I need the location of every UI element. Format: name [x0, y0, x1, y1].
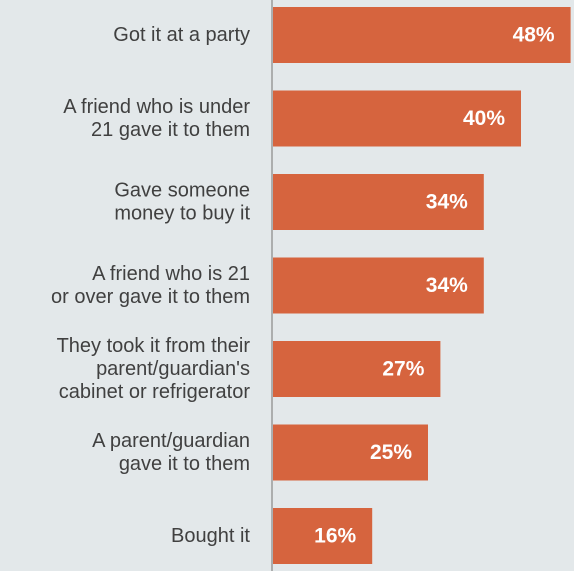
bar-gave-someone-money-to-buy-it — [273, 174, 484, 230]
bar-a-friend-who-is-under-21-gave-it-to-them — [273, 90, 521, 147]
category-label-gave-someone-money-to-buy-it: Gave someone money to buy it — [114, 180, 250, 225]
value-labels-group: 48% 40% 34% 34% 27% 25% 16% — [314, 24, 555, 548]
bar-a-parent-guardian-gave-it-to-them — [273, 424, 428, 481]
value-label-a-parent-guardian-gave-it-to-them: 25% — [370, 441, 412, 464]
category-label-line: cabinet or refrigerator — [59, 381, 251, 403]
category-label-line: money to buy it — [114, 203, 250, 225]
category-label-line: 21 gave it to them — [91, 119, 250, 141]
category-label-a-parent-guardian-gave-it-to-them: A parent/guardian gave it to them — [92, 430, 250, 475]
category-label-they-took-it-from-their-parent-guardian-s-cabinet-or-refrigerator: They took it from their parent/guardian's… — [57, 335, 251, 403]
category-label-a-friend-who-is-under-21-gave-it-to-them: A friend who is under 21 gave it to them — [63, 96, 250, 141]
category-label-line: or over gave it to them — [51, 286, 250, 308]
bar-a-friend-who-is-21-or-over-gave-it-to-them — [273, 257, 484, 314]
bars-group — [273, 7, 571, 564]
category-label-a-friend-who-is-21-or-over-gave-it-to-them: A friend who is 21 or over gave it to the… — [51, 263, 250, 308]
bar-bought-it — [273, 508, 373, 564]
value-label-a-friend-who-is-21-or-over-gave-it-to-them: 34% — [426, 274, 468, 297]
category-label-bought-it: Bought it — [171, 525, 250, 547]
value-label-a-friend-who-is-under-21-gave-it-to-them: 40% — [463, 107, 505, 130]
category-label-line: Got it at a party — [113, 24, 250, 46]
category-label-line: They took it from their — [57, 335, 251, 357]
value-label-they-took-it-from-their-parent-guardian-s-cabinet-or-refrigerator: 27% — [382, 358, 424, 381]
category-label-line: parent/guardian's — [96, 358, 250, 380]
bar-got-it-at-a-party — [273, 7, 571, 63]
value-label-bought-it: 16% — [314, 525, 356, 548]
category-label-line: A friend who is 21 — [92, 263, 250, 285]
category-label-line: Bought it — [171, 525, 250, 547]
category-label-line: gave it to them — [119, 453, 250, 475]
category-labels-group: Got it at a party A friend who is under 21… — [51, 24, 250, 547]
value-label-got-it-at-a-party: 48% — [513, 24, 555, 47]
bar-they-took-it-from-their-parent-guardian-s-cabinet-or-refrigerator — [273, 341, 441, 397]
category-label-line: A parent/guardian — [92, 430, 250, 452]
category-label-line: Gave someone — [114, 180, 250, 202]
category-label-line: A friend who is under — [63, 96, 250, 118]
value-label-gave-someone-money-to-buy-it: 34% — [426, 191, 468, 214]
category-label-got-it-at-a-party: Got it at a party — [113, 24, 250, 46]
